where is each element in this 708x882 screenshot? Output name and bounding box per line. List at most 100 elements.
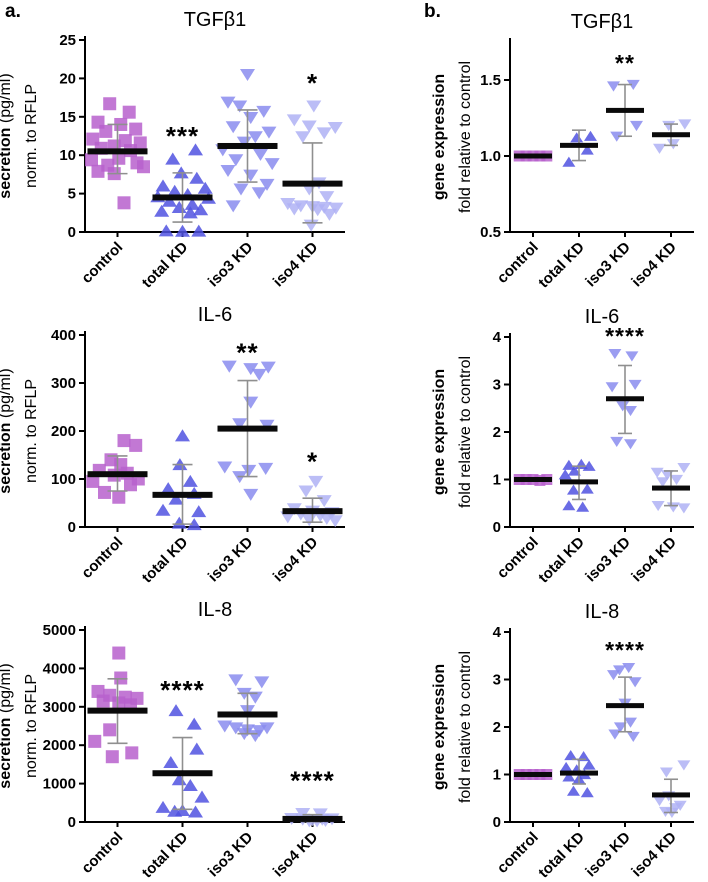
y-axis-label-line2: fold relative to control	[457, 61, 474, 213]
data-point-triangle-down	[656, 477, 670, 488]
mean-bar	[606, 396, 644, 402]
x-category-label: iso3 KD	[582, 534, 634, 586]
data-point-triangle-down	[243, 488, 259, 501]
x-category-label: iso4 KD	[270, 534, 322, 586]
y-tick-label: 25	[59, 32, 76, 49]
y-tick-label: 1	[493, 767, 501, 784]
data-point-triangle-up	[562, 771, 576, 782]
data-point-triangle-down	[624, 439, 638, 450]
data-point-triangle-down	[608, 348, 622, 360]
data-point-triangle-up	[165, 152, 181, 165]
data-point-triangle-down	[225, 200, 241, 213]
y-tick-label: 0	[493, 519, 501, 536]
y-tick-label: 1	[493, 472, 501, 489]
data-point-square	[91, 164, 105, 178]
mean-bar	[560, 142, 598, 148]
data-point-triangle-down	[316, 495, 332, 508]
y-tick-label: 10	[59, 147, 76, 164]
data-point-triangle-down	[232, 418, 248, 431]
x-category-label: total KD	[139, 239, 192, 292]
mean-bar	[560, 770, 598, 776]
data-point-triangle-up	[188, 805, 203, 818]
data-point-triangle-down	[624, 717, 638, 728]
data-point-triangle-up	[162, 194, 177, 207]
data-point-triangle-down	[310, 204, 326, 217]
data-point-triangle-up	[182, 206, 198, 219]
data-point-triangle-down	[301, 514, 317, 527]
data-point-square	[117, 196, 131, 210]
x-category-label: total KD	[139, 829, 192, 882]
data-point-triangle-up	[189, 171, 205, 184]
data-point-triangle-down	[243, 112, 259, 125]
data-point-triangle-down	[261, 126, 277, 139]
x-category-label: iso3 KD	[582, 239, 634, 291]
data-point-triangle-down	[616, 401, 630, 412]
data-point-triangle-down	[308, 475, 324, 488]
mean-bar	[514, 772, 552, 777]
chart-title: TGFβ1	[184, 9, 247, 31]
y-tick-label: 300	[51, 375, 76, 392]
data-point-square	[124, 478, 137, 492]
data-point-triangle-down	[628, 677, 642, 688]
data-point-triangle-up	[564, 750, 578, 761]
data-point-triangle-up	[191, 224, 207, 237]
mean-bar	[652, 485, 690, 491]
data-point-triangle-down	[241, 464, 257, 477]
panel-label-a: a.	[5, 1, 21, 22]
significance-stars: *	[307, 68, 318, 98]
data-point-triangle-up	[562, 500, 576, 511]
y-axis-label-line1: secretion (pg/ml)	[0, 73, 14, 198]
data-point-triangle-down	[298, 485, 314, 498]
data-point-triangle-down	[217, 461, 233, 474]
x-category-label: total KD	[535, 829, 588, 882]
x-category-label: iso4 KD	[270, 829, 322, 881]
data-point-triangle-up	[582, 759, 596, 770]
x-category-label: control	[78, 829, 126, 877]
data-point-triangle-down	[607, 670, 620, 681]
data-point-triangle-down	[247, 131, 263, 144]
data-point-triangle-down	[319, 191, 335, 204]
data-point-triangle-down	[677, 503, 691, 514]
y-tick-label: 5	[68, 186, 76, 203]
data-point-triangle-down	[666, 139, 680, 150]
mean-bar	[282, 508, 343, 515]
y-tick-label: 1000	[43, 776, 76, 793]
y-axis-label-line2: norm. to RFLP	[23, 674, 40, 778]
data-point-square	[105, 750, 119, 764]
y-axis-label-line1: gene expression	[431, 369, 448, 495]
chart-title: IL-8	[198, 599, 232, 621]
data-point-triangle-down	[306, 100, 322, 113]
mean-bar	[152, 770, 213, 777]
data-point-square	[99, 124, 113, 138]
chart-secretion-tgfb1: TGFβ1 0 5 10 15 20 25 secretion (pg/ml) norm. to…	[0, 9, 345, 292]
data-point-triangle-down	[247, 730, 263, 743]
data-point-triangle-down	[228, 674, 244, 687]
data-point-triangle-down	[626, 79, 640, 91]
data-point-triangle-down	[303, 219, 319, 232]
data-point-triangle-down	[251, 368, 267, 381]
panel-label-b: b.	[424, 1, 441, 22]
data-point-triangle-down	[677, 462, 691, 474]
data-point-triangle-up	[566, 785, 580, 796]
data-point-triangle-down	[630, 120, 643, 132]
data-point-triangle-up	[194, 790, 210, 803]
significance-stars: ***	[166, 121, 199, 151]
data-point-triangle-down	[258, 462, 274, 475]
data-point-triangle-up	[559, 761, 573, 773]
data-point-triangle-up	[570, 132, 584, 143]
y-axis-label-line1: gene expression	[431, 74, 448, 200]
data-point-triangle-up	[155, 800, 171, 813]
data-point-triangle-down	[624, 405, 638, 417]
x-category-label: iso4 KD	[628, 829, 680, 881]
data-point-triangle-up	[576, 501, 590, 512]
x-category-label: control	[78, 534, 126, 582]
x-category-label: total KD	[535, 534, 588, 587]
significance-stars: ****	[160, 675, 204, 705]
data-point-triangle-up	[155, 503, 171, 516]
data-point-triangle-up	[155, 179, 171, 192]
data-point-square	[129, 438, 143, 452]
mean-bar	[514, 477, 552, 482]
mean-bar	[282, 815, 343, 822]
data-point-triangle-down	[243, 169, 259, 182]
